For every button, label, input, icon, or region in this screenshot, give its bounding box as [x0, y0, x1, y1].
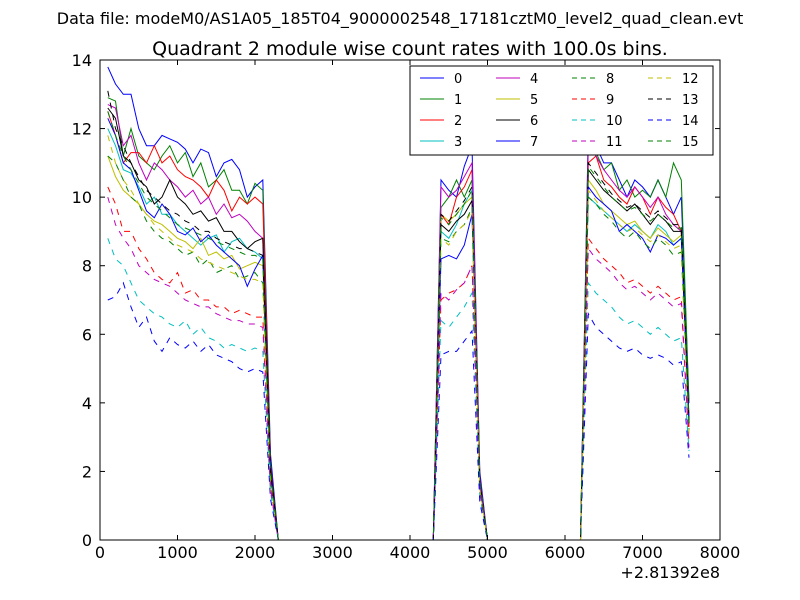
x-tick-label: 5000	[467, 543, 508, 562]
legend-label-14: 14	[682, 114, 699, 129]
series-line-3	[107, 128, 690, 540]
legend-frame	[409, 65, 714, 156]
legend-label-12: 12	[682, 72, 699, 87]
y-tick-label: 6	[82, 325, 92, 344]
x-offset-label: +2.81392e8	[620, 563, 720, 582]
y-tick-label: 0	[82, 531, 92, 550]
legend-label-10: 10	[606, 114, 623, 129]
legend-label-13: 13	[682, 93, 699, 108]
x-axis: 0 1000 2000 3000 4000 5000 6000 7000 8000	[95, 60, 740, 562]
series-line-10	[107, 238, 690, 540]
legend-label-9: 9	[606, 93, 614, 108]
y-tick-label: 14	[72, 51, 92, 70]
y-tick-label: 10	[72, 188, 92, 207]
legend-label-3: 3	[454, 135, 462, 150]
series-line-7	[107, 118, 690, 540]
legend-label-8: 8	[606, 72, 614, 87]
series-layer	[107, 66, 690, 540]
series-line-4	[107, 104, 690, 540]
y-tick-label: 4	[82, 394, 92, 413]
x-tick-label: 8000	[700, 543, 741, 562]
x-tick-label: 2000	[235, 543, 276, 562]
x-tick-label: 6000	[545, 543, 586, 562]
series-line-2	[107, 111, 690, 540]
legend-label-11: 11	[606, 135, 623, 150]
legend-label-5: 5	[530, 93, 538, 108]
series-line-8	[107, 155, 690, 540]
figure-suptitle: Data file: modeM0/AS1A05_185T04_90000025…	[57, 9, 743, 29]
series-line-11	[107, 196, 690, 540]
chart-title: Quadrant 2 module wise count rates with …	[152, 38, 668, 60]
legend-label-6: 6	[530, 114, 538, 129]
series-line-9	[107, 186, 690, 540]
legend-label-1: 1	[454, 93, 462, 108]
series-line-1	[107, 97, 690, 540]
x-tick-label: 4000	[390, 543, 431, 562]
legend-label-7: 7	[530, 135, 538, 150]
legend-label-0: 0	[454, 72, 462, 87]
legend-label-4: 4	[530, 72, 538, 87]
x-tick-label: 7000	[622, 543, 663, 562]
series-line-12	[107, 135, 690, 540]
y-tick-label: 8	[82, 257, 92, 276]
y-tick-label: 12	[72, 120, 92, 139]
x-tick-label: 3000	[312, 543, 353, 562]
legend-label-15: 15	[682, 135, 699, 150]
series-line-0	[107, 66, 690, 540]
x-tick-label: 1000	[157, 543, 198, 562]
x-tick-label: 0	[95, 543, 105, 562]
series-line-5	[107, 155, 690, 540]
y-tick-label: 2	[82, 462, 92, 481]
series-line-15	[107, 111, 690, 540]
legend-label-2: 2	[454, 114, 462, 129]
